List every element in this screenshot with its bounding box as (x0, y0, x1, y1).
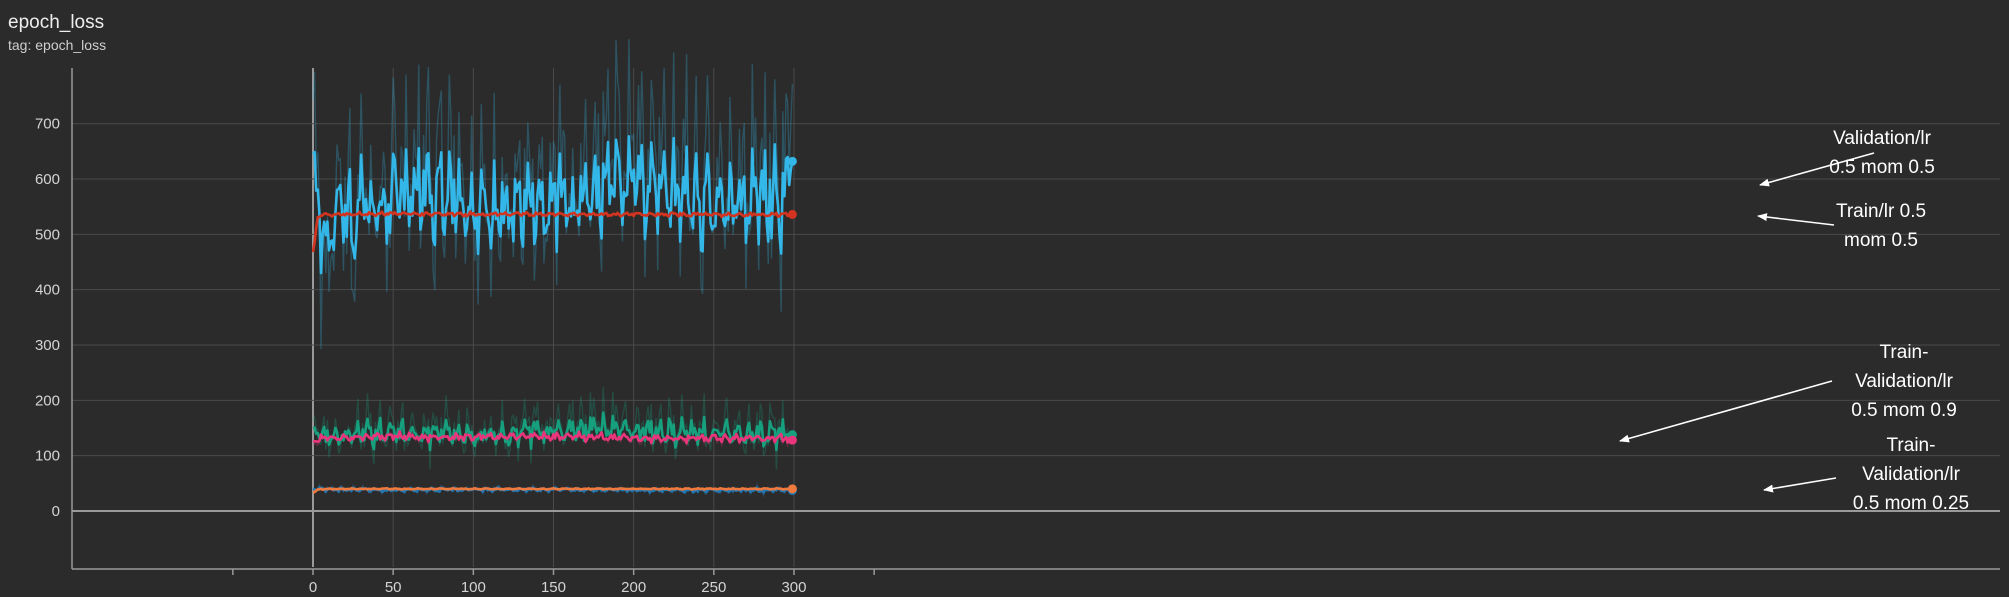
y-tick-label: 200 (35, 392, 60, 409)
y-tick-label: 700 (35, 116, 60, 133)
x-tick-label: 50 (385, 579, 402, 596)
annotation-arrow (1763, 477, 1837, 493)
series-lines[interactable] (311, 135, 794, 494)
series-endpoints[interactable] (787, 156, 797, 496)
series-endpoint-dot[interactable] (787, 156, 797, 166)
axes (71, 68, 2000, 575)
annotation-label: Train/lr 0.5 mom 0.5 (1836, 201, 1926, 251)
annotation-arrow (1757, 213, 1835, 226)
annotation-label: Train- Validation/lr 0.5 mom 0.9 (1851, 342, 1957, 421)
series-endpoint-dot[interactable] (787, 209, 797, 219)
x-tick-label: 0 (309, 579, 317, 596)
raw-series-shadows (312, 39, 794, 499)
series-line[interactable] (312, 411, 793, 452)
y-tick-label: 300 (35, 337, 60, 354)
y-tick-label: 100 (35, 448, 60, 465)
series-raw-line (312, 386, 793, 470)
x-tick-label: 100 (461, 579, 486, 596)
annotation-line: mom 0.5 (1844, 230, 1918, 251)
series-line[interactable] (312, 430, 794, 445)
annotation-line: 0.5 mom 0.5 (1829, 157, 1935, 178)
annotation-line: Validation/lr (1833, 128, 1932, 149)
series-raw-line (312, 39, 794, 350)
x-tick-label: 250 (701, 579, 726, 596)
y-tick-label: 400 (35, 282, 60, 299)
annotation-line: Validation/lr (1862, 464, 1961, 485)
x-tick-label: 200 (621, 579, 646, 596)
y-tick-label: 500 (35, 226, 60, 243)
annotation-arrow (1759, 152, 1875, 187)
x-tick-label: 300 (781, 579, 806, 596)
annotation-line: Train- (1887, 435, 1936, 456)
chart-card-title: epoch_loss (8, 12, 105, 33)
annotation-line: 0.5 mom 0.25 (1853, 493, 1969, 514)
annotation-label: Train- Validation/lr 0.5 mom 0.25 (1853, 435, 1969, 514)
grid-lines (72, 68, 2000, 567)
chart-card-subtitle: tag: epoch_loss (8, 37, 107, 53)
x-tick-label: 150 (541, 579, 566, 596)
series-endpoint-dot[interactable] (787, 435, 797, 445)
y-tick-label: 0 (52, 503, 60, 520)
y-tick-label: 600 (35, 171, 60, 188)
annotation-line: Validation/lr (1855, 371, 1954, 392)
annotation-line: 0.5 mom 0.9 (1851, 400, 1957, 421)
annotation-line: Train- (1880, 342, 1929, 363)
annotation-arrow (1619, 380, 1833, 443)
annotation-label: Validation/lr 0.5 mom 0.5 (1829, 128, 1935, 178)
tick-labels: 0 50 100 150 200 250 300 0 100 200 300 400 500 600 700 (35, 116, 807, 596)
series-endpoint-dot[interactable] (787, 484, 797, 494)
series-line[interactable] (311, 135, 794, 275)
series-line[interactable] (311, 210, 793, 253)
series-line[interactable] (312, 486, 793, 494)
annotations: Validation/lr 0.5 mom 0.5 Train/lr 0.5 mom … (1619, 128, 1969, 514)
annotation-line: Train/lr 0.5 (1836, 201, 1926, 222)
